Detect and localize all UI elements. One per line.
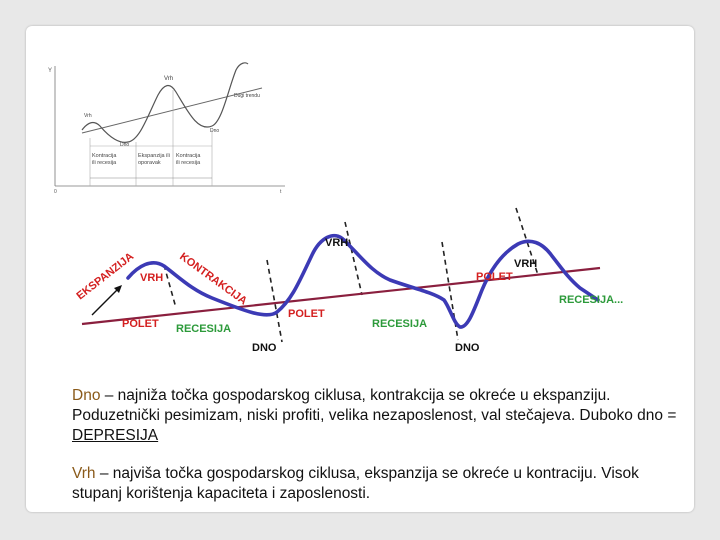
sketch-trend-line	[81, 87, 263, 134]
sketch-phase-2-line2: oporavak	[138, 160, 161, 166]
expansion-arrow	[91, 287, 120, 316]
vrh-right-label: VRH	[514, 258, 537, 270]
sketch-phase-1-line1: Kontracija	[92, 153, 117, 159]
depresija-emphasis: DEPRESIJA	[72, 427, 159, 444]
sketch-origin-label: 0	[54, 189, 57, 195]
dashed-marker-1	[163, 264, 177, 309]
sketch-dno-right-label: Dno	[210, 128, 219, 134]
dno-definition: Dno – najniža točka gospodarskog ciklusa…	[72, 386, 692, 446]
cycle-curve	[126, 233, 600, 329]
sketch-phase-3-line1: Kontracija	[176, 153, 201, 159]
sketch-t-label: t	[280, 189, 282, 195]
sketch-dno-left-label: Dno	[120, 142, 129, 148]
recesija-mid-label: RECESIJA	[372, 318, 427, 330]
sketch-cycle-curve	[81, 62, 249, 143]
dashed-marker-4	[441, 241, 459, 341]
vrh-description: – najviša točka gospodarskog ciklusa, ek…	[72, 465, 639, 502]
sketch-background	[40, 50, 298, 198]
sketch-y-label: Y	[48, 68, 52, 74]
ekspanzija-label: EKSPANZIJA	[74, 250, 136, 302]
dno-right-label: DNO	[455, 342, 480, 354]
business-cycle-sketch: Y 0 t Vrh Vrh Dugi trendu Dno Dno Kontra…	[40, 50, 298, 198]
sketch-trend-label: Dugi trendu	[234, 93, 260, 99]
dno-description: – najniža točka gospodarskog ciklusa, ko…	[72, 387, 677, 424]
dashed-marker-2	[266, 259, 283, 343]
business-cycle-diagram: EKSPANZIJA KONTRAKCIJA VRH POLET POLET P…	[74, 207, 623, 354]
sketch-vrh-label: Vrh	[164, 76, 173, 82]
vrh-mid-label: VRH	[325, 237, 348, 249]
polet-mid-label: POLET	[288, 308, 325, 320]
polet-right-label: POLET	[476, 271, 513, 283]
sketch-vrh-small-label: Vrh	[84, 113, 92, 119]
dashed-marker-3	[344, 221, 363, 296]
sketch-phase-1-line2: ili recesija	[92, 160, 117, 166]
definitions-block: Dno – najniža točka gospodarskog ciklusa…	[72, 386, 692, 522]
sketch-phase-3-line2: ili recesija	[176, 160, 201, 166]
recesija-right-label: RECESIJA...	[559, 294, 623, 306]
vrh-definition: Vrh – najviša točka gospodarskog ciklusa…	[72, 464, 692, 504]
recesija-left-label: RECESIJA	[176, 323, 231, 335]
trend-line	[81, 266, 601, 326]
vrh-left-label: VRH	[140, 272, 163, 284]
vrh-term: Vrh	[72, 465, 96, 482]
dashed-marker-5	[515, 207, 539, 276]
dno-left-label: DNO	[252, 342, 277, 354]
dno-term: Dno	[72, 387, 101, 404]
expansion-arrowhead	[114, 285, 122, 293]
polet-left-label: POLET	[122, 318, 159, 330]
sketch-phase-2-line1: Ekspanzija ili	[138, 153, 170, 159]
